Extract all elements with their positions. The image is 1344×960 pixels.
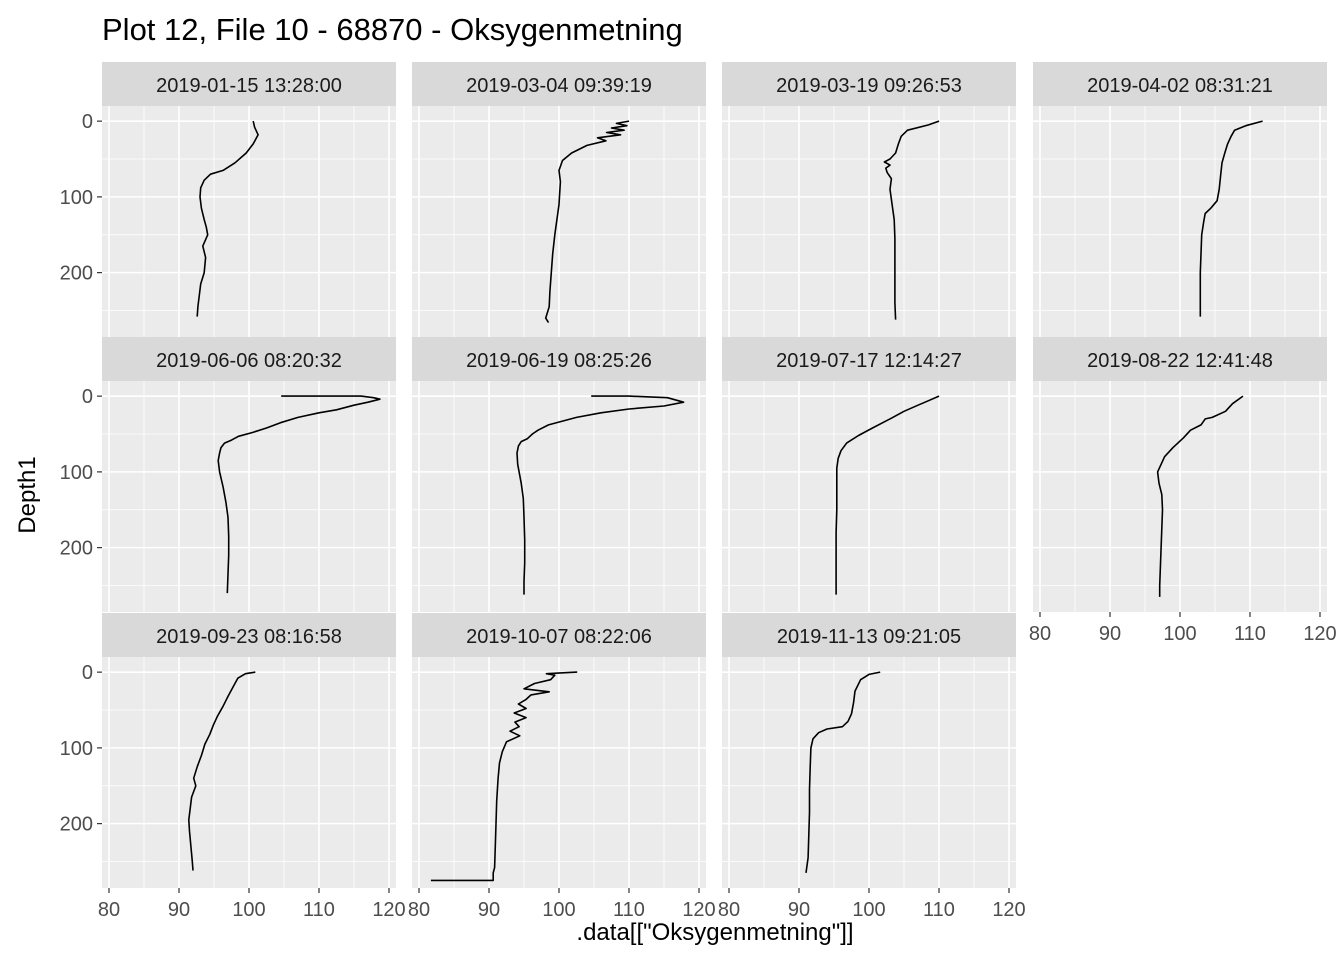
facet-panel: 2019-10-07 08:22:06 80 90 100 110 120 bbox=[408, 613, 716, 921]
facet-strip-label: 2019-01-15 13:28:00 bbox=[156, 75, 342, 97]
x-tick-label: 100 bbox=[852, 899, 885, 921]
facet-strip-label: 2019-06-06 08:20:32 bbox=[156, 350, 342, 372]
facet-strip-label: 2019-10-07 08:22:06 bbox=[466, 626, 652, 648]
facet-panels: 2019-01-15 13:28:00 0 100 200 2019-03-04 09:… bbox=[60, 62, 1337, 921]
x-tick-label: 80 bbox=[1029, 623, 1051, 645]
facet-strip-label: 2019-06-19 08:25:26 bbox=[466, 350, 652, 372]
facet-strip bbox=[1033, 337, 1327, 381]
x-tick-label: 110 bbox=[613, 899, 645, 921]
x-tick-label: 80 bbox=[98, 899, 120, 921]
depth-profile-line bbox=[1156, 395, 1244, 597]
facet-strip bbox=[412, 337, 706, 381]
facet-strip bbox=[1033, 62, 1327, 106]
facet-panel: 2019-06-19 08:25:26 bbox=[412, 337, 706, 612]
depth-profile-line bbox=[196, 120, 259, 317]
facet-strip-label: 2019-07-17 12:14:27 bbox=[776, 350, 962, 372]
depth-profile-line bbox=[516, 395, 685, 595]
y-tick-label: 100 bbox=[60, 738, 93, 760]
depth-profile-line bbox=[1199, 120, 1263, 317]
x-tick-label: 80 bbox=[718, 899, 740, 921]
facet-strip bbox=[722, 613, 1016, 657]
depth-profile-line bbox=[188, 671, 256, 871]
facet-panel: 2019-09-23 08:16:58 0 100 200 80 90 100 110 120 bbox=[60, 613, 406, 921]
y-tick-label: 100 bbox=[60, 462, 93, 484]
x-tick-label: 90 bbox=[1099, 623, 1121, 645]
x-tick-label: 100 bbox=[232, 899, 265, 921]
x-tick-label: 100 bbox=[542, 899, 575, 921]
facet-strip-label: 2019-03-19 09:26:53 bbox=[776, 75, 962, 97]
facet-panel: 2019-01-15 13:28:00 0 100 200 bbox=[60, 62, 396, 337]
depth-profile-line bbox=[544, 120, 630, 324]
y-tick-label: 100 bbox=[60, 187, 93, 209]
x-axis-title: .data[["Oksygenmetning"]] bbox=[576, 919, 853, 946]
facet-strip bbox=[722, 62, 1016, 106]
x-tick-label: 120 bbox=[992, 899, 1025, 921]
facet-panel: 2019-03-04 09:39:19 bbox=[412, 62, 706, 337]
facet-strip bbox=[102, 62, 396, 106]
y-tick-label: 0 bbox=[82, 386, 93, 408]
x-tick-label: 90 bbox=[478, 899, 500, 921]
y-axis-title: Depth1 bbox=[14, 456, 41, 533]
facet-strip bbox=[722, 337, 1016, 381]
x-tick-label: 120 bbox=[682, 899, 715, 921]
facet-strip bbox=[412, 62, 706, 106]
x-tick-label: 120 bbox=[1303, 623, 1336, 645]
x-tick-label: 90 bbox=[788, 899, 810, 921]
facet-panel: 2019-11-13 09:21:05 80 90 100 110 120 bbox=[718, 613, 1026, 921]
facet-strip-label: 2019-04-02 08:31:21 bbox=[1087, 75, 1273, 97]
facet-strip bbox=[102, 613, 396, 657]
chart-title: Plot 12, File 10 - 68870 - Oksygenmetnin… bbox=[102, 12, 683, 47]
depth-profile-line bbox=[430, 671, 578, 882]
facet-panel: 2019-07-17 12:14:27 bbox=[722, 337, 1016, 612]
facet-strip bbox=[412, 613, 706, 657]
facet-strip-label: 2019-09-23 08:16:58 bbox=[156, 626, 342, 648]
facet-panel: 2019-03-19 09:26:53 bbox=[722, 62, 1016, 337]
y-tick-label: 200 bbox=[60, 538, 93, 560]
facet-strip-label: 2019-03-04 09:39:19 bbox=[466, 75, 652, 97]
x-tick-label: 100 bbox=[1163, 623, 1196, 645]
y-tick-label: 200 bbox=[60, 263, 93, 285]
x-tick-label: 110 bbox=[1234, 623, 1266, 645]
facet-strip-label: 2019-11-13 09:21:05 bbox=[777, 626, 961, 648]
y-tick-label: 0 bbox=[82, 662, 93, 684]
x-tick-label: 80 bbox=[408, 899, 430, 921]
facet-strip bbox=[102, 337, 396, 381]
x-tick-label: 120 bbox=[372, 899, 405, 921]
depth-profile-line bbox=[883, 120, 940, 320]
x-tick-label: 110 bbox=[923, 899, 955, 921]
x-tick-label: 110 bbox=[303, 899, 335, 921]
facet-panel: 2019-08-22 12:41:48 80 90 100 110 120 bbox=[1029, 337, 1337, 645]
facet-panel: 2019-04-02 08:31:21 bbox=[1033, 62, 1327, 337]
y-tick-label: 200 bbox=[60, 814, 93, 836]
x-tick-label: 90 bbox=[168, 899, 190, 921]
y-tick-label: 0 bbox=[82, 111, 93, 133]
facet-panel: 2019-06-06 08:20:32 0 100 200 bbox=[60, 337, 396, 612]
depth-profile-line bbox=[835, 395, 940, 595]
depth-profile-line bbox=[217, 395, 381, 594]
depth-profile-line bbox=[805, 671, 881, 874]
facet-strip-label: 2019-08-22 12:41:48 bbox=[1087, 350, 1273, 372]
